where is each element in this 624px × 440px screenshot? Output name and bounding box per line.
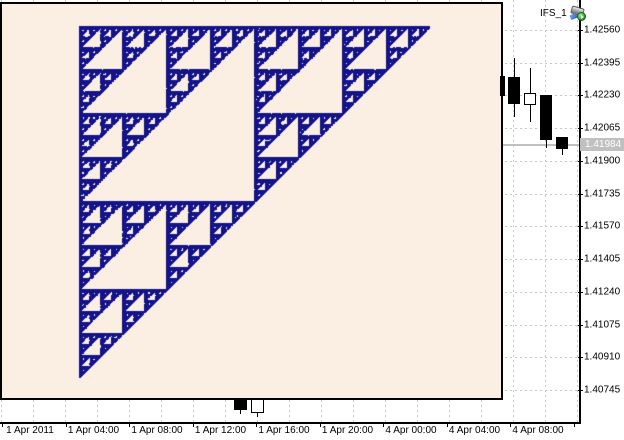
time-axis-label: 1 Apr 08:00 [131, 425, 182, 436]
time-axis-tick [256, 423, 257, 427]
price-axis-label: 1.41075 [584, 320, 620, 331]
price-axis-tick [578, 226, 583, 227]
bid-price-line [503, 144, 580, 146]
price-axis-tick [578, 390, 583, 391]
time-axis-tick [66, 423, 67, 427]
time-axis-label: 4 Apr 00:00 [385, 425, 436, 436]
price-axis-label: 1.41405 [584, 254, 620, 265]
candlestick [500, 76, 505, 96]
price-axis-label: 1.40910 [584, 352, 620, 363]
indicator-icon [570, 6, 586, 21]
candlestick [556, 137, 568, 149]
price-axis-tick [578, 194, 583, 195]
time-axis-label: 4 Apr 08:00 [512, 425, 563, 436]
price-axis-tick [578, 95, 583, 96]
price-axis-tick [578, 259, 583, 260]
ifs-fractal-canvas [0, 0, 624, 440]
price-axis-tick [578, 30, 583, 31]
time-axis-label: 1 Apr 16:00 [258, 425, 309, 436]
time-axis-separator [0, 422, 581, 424]
time-axis-label: 1 Apr 20:00 [322, 425, 373, 436]
time-axis-tick [129, 423, 130, 427]
price-axis-label: 1.42065 [584, 123, 620, 134]
price-axis-tick [578, 63, 583, 64]
chart-window[interactable]: 1.42560 1.42395 1.42230 1.42065 1.41900 1.417… [0, 0, 624, 440]
price-axis-label: 1.42560 [584, 25, 620, 36]
time-axis-label: 1 Apr 12:00 [195, 425, 246, 436]
price-axis-tick [578, 161, 583, 162]
time-axis-label: 1 Apr 04:00 [68, 425, 119, 436]
candlestick [508, 77, 520, 104]
price-axis-tick [578, 357, 583, 358]
price-axis-label: 1.40745 [584, 385, 620, 396]
time-axis-tick [193, 423, 194, 427]
candlestick [524, 93, 536, 105]
price-axis-tick [578, 128, 583, 129]
price-axis-label: 1.42230 [584, 90, 620, 101]
price-axis-label: 1.41735 [584, 189, 620, 200]
price-axis-label: 1.41900 [584, 156, 620, 167]
candlestick [540, 95, 552, 140]
time-axis-tick [383, 423, 384, 427]
time-axis-tick [510, 423, 511, 427]
time-axis-tick [320, 423, 321, 427]
current-price-label: 1.41984 [580, 138, 624, 151]
time-axis-tick [2, 423, 3, 427]
time-axis-label: 1 Apr 2011 [6, 425, 54, 436]
time-axis-label: 4 Apr 04:00 [449, 425, 500, 436]
indicator-name-label: IFS_1 [540, 8, 567, 19]
price-axis-label: 1.41570 [584, 221, 620, 232]
time-axis-tick [574, 423, 575, 427]
price-axis-label: 1.41240 [584, 287, 620, 298]
price-axis-tick [578, 292, 583, 293]
time-axis-tick [447, 423, 448, 427]
indicator-tag: IFS_1 [540, 6, 586, 21]
price-axis-label: 1.42395 [584, 58, 620, 69]
play-icon [581, 15, 584, 19]
price-axis-tick [578, 325, 583, 326]
